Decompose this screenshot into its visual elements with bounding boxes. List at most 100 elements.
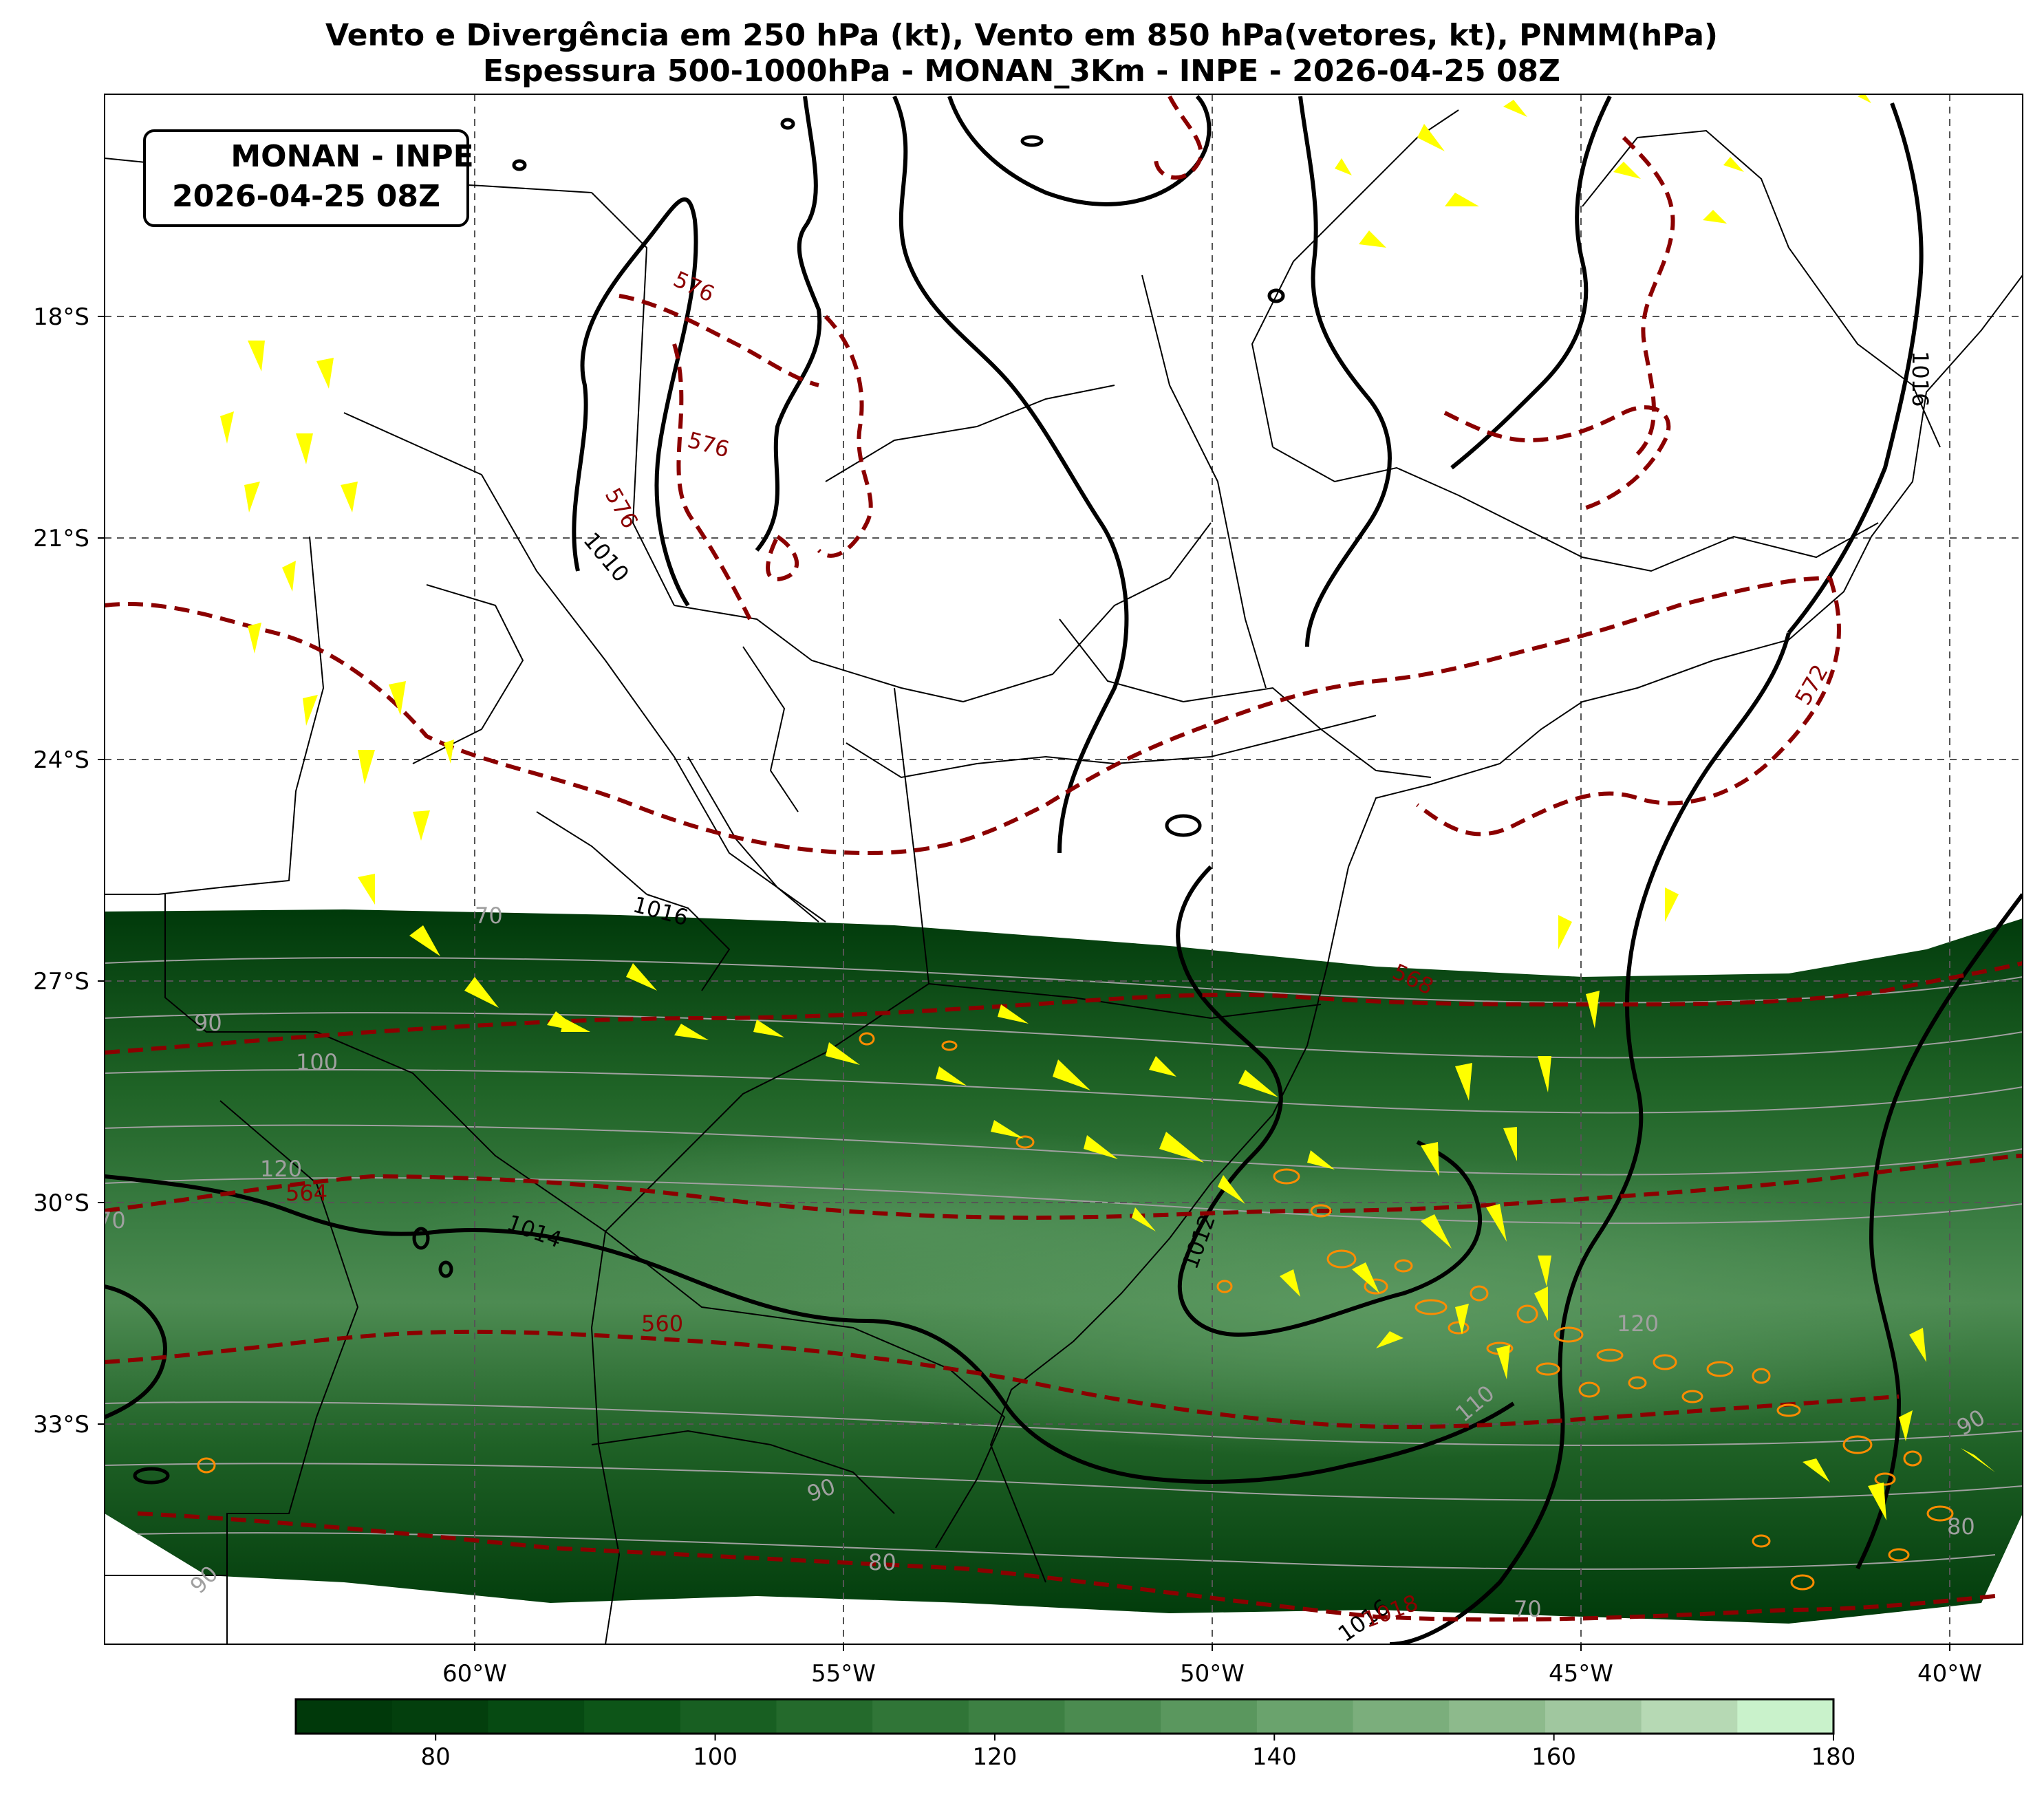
pressure-label: 1016 — [1907, 351, 1933, 407]
divergence-contours — [197, 1032, 1954, 1591]
thickness-label: 560 — [641, 1311, 683, 1337]
wind-vector — [1132, 1207, 1156, 1231]
wind-vector — [626, 963, 657, 991]
wind-vector — [1961, 1448, 1995, 1472]
colorbar-tick-label: 180 — [1811, 1743, 1856, 1771]
lon-tick-label: 60°W — [442, 1660, 507, 1688]
colorbar-tick-label: 100 — [693, 1743, 738, 1771]
stamp-line2: 2026-04-25 08Z — [172, 179, 440, 214]
wind-vector — [1359, 230, 1386, 248]
wind-label: 70 — [475, 903, 503, 929]
wind-vector — [936, 1066, 967, 1086]
wind-vector — [1421, 1142, 1439, 1176]
wind-vector — [1053, 1059, 1090, 1090]
wind-vector — [1558, 915, 1572, 949]
pressure-contours — [105, 94, 2023, 1644]
coastline — [989, 274, 2023, 1583]
wind-vector — [1503, 100, 1527, 117]
lat-tick-label: 24°S — [33, 746, 89, 774]
wind-vector — [1503, 1127, 1517, 1161]
colorbar-tick-label: 80 — [421, 1743, 451, 1771]
map-panel: 1010 1016 1014 1012 1016 1016 1018 576 5… — [98, 94, 2023, 1644]
lon-tick-label: 50°W — [1180, 1660, 1245, 1688]
lat-tick-label: 27°S — [33, 968, 89, 995]
small-features — [133, 118, 1285, 1485]
wind-vector — [341, 482, 358, 513]
colorbar-cell — [1256, 1699, 1354, 1734]
wind-label: 120 — [1617, 1311, 1659, 1337]
wind-vector — [826, 1042, 860, 1065]
wind-vector — [409, 925, 440, 956]
thickness-label: 564 — [286, 1180, 327, 1206]
wind-label: 90 — [194, 1010, 222, 1036]
wind-vector — [1534, 1286, 1548, 1321]
wind-vector — [1613, 162, 1641, 179]
wind-vector — [1538, 1256, 1551, 1286]
wind-vectors-850hpa — [220, 94, 1995, 1520]
colorbar-cell — [776, 1699, 874, 1734]
wind-vector — [444, 740, 454, 764]
wind-vector — [389, 681, 406, 715]
colorbar-frame — [294, 1698, 1835, 1735]
wind-vector — [296, 433, 313, 464]
colorbar-cell — [296, 1699, 393, 1734]
wind-vector — [303, 695, 318, 726]
lon-tick-label: 55°W — [811, 1660, 876, 1688]
wind-label: 120 — [260, 1156, 302, 1182]
wind-vector — [358, 874, 375, 905]
wind-vector — [244, 482, 260, 513]
wind-label: 70 — [98, 1207, 126, 1234]
wind-vector — [1496, 1345, 1510, 1379]
wind-vector — [1868, 1483, 1886, 1520]
colorbar-cell — [1064, 1699, 1162, 1734]
jet-core-west — [413, 1128, 1376, 1321]
wind-vector — [1486, 1204, 1507, 1242]
wind-vector — [1538, 1056, 1551, 1092]
wind-vector — [674, 1024, 709, 1040]
wind-vector — [998, 1004, 1029, 1024]
wind-vector — [358, 750, 375, 784]
lat-axis: 18°S 21°S 24°S 27°S 30°S 33°S — [33, 303, 105, 1439]
colorbar-cell — [1545, 1699, 1642, 1734]
wind-vector — [1899, 1410, 1913, 1441]
wind-vector — [1803, 1458, 1830, 1483]
colorbar-ticks — [435, 1734, 1834, 1741]
colorbar-cell — [680, 1699, 777, 1734]
thickness-contours — [105, 95, 2023, 1622]
wind-vector — [282, 561, 296, 592]
colorbar-tick-label: 120 — [972, 1743, 1017, 1771]
wind-vector — [220, 411, 234, 444]
colorbar-cell — [1641, 1699, 1739, 1734]
lat-tick-label: 33°S — [33, 1411, 89, 1439]
wind-vector — [1445, 193, 1479, 206]
wind-vector — [1307, 1150, 1335, 1170]
wind-vector — [1352, 1262, 1379, 1293]
wind-vector — [1665, 887, 1679, 922]
wind-vector — [464, 977, 499, 1008]
colorbar-cell — [1161, 1699, 1258, 1734]
colorbar-cell — [1737, 1699, 1834, 1734]
wind-vector — [413, 810, 430, 841]
wind-vector — [1703, 210, 1727, 224]
figure-title-line2: Espessura 500-1000hPa - MONAN_3Km - INPE… — [483, 54, 1560, 89]
colorbar-cell — [584, 1699, 681, 1734]
colorbar-cell — [1449, 1699, 1546, 1734]
wind-vector — [316, 358, 334, 389]
wind-vector — [561, 1018, 590, 1032]
lat-tick-label: 21°S — [33, 525, 89, 552]
wind-vector — [1909, 1328, 1926, 1362]
wind-label: 100 — [296, 1049, 338, 1075]
wind-vector — [1280, 1269, 1300, 1297]
colorbar-cell — [1353, 1699, 1450, 1734]
wind-vector — [1858, 94, 1871, 103]
wind-vector — [1417, 124, 1445, 151]
wind-vector — [1586, 991, 1600, 1028]
wind-vector — [1084, 1135, 1118, 1159]
wind-vector — [248, 341, 265, 371]
wind-vector — [248, 623, 261, 654]
lon-tick-label: 40°W — [1917, 1660, 1982, 1688]
lon-tick-label: 45°W — [1549, 1660, 1613, 1688]
wind-vector — [1218, 1175, 1245, 1204]
wind-vector — [1455, 1304, 1469, 1335]
